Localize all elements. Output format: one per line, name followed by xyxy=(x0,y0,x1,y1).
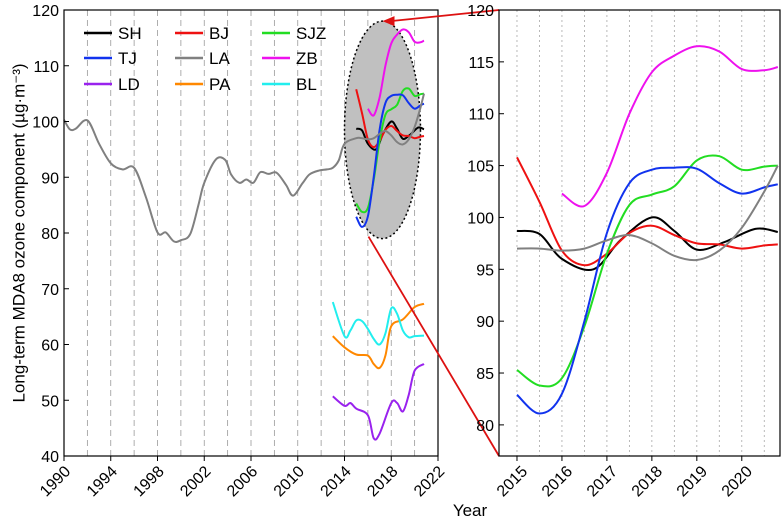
series-line-sjz xyxy=(355,87,425,214)
right-y-tick-label: 85 xyxy=(476,366,494,383)
legend-label-bl: BL xyxy=(296,75,317,94)
right-y-tick-label: 90 xyxy=(476,314,494,331)
x-axis-label: Year xyxy=(453,501,488,520)
left-x-tick-label: 2006 xyxy=(224,463,261,500)
right-x-tick-label: 2016 xyxy=(539,463,576,500)
left-y-tick-label: 100 xyxy=(32,115,59,132)
right-x-ticks: 2015 2016 2017 2018 2019 2020 xyxy=(494,456,756,500)
series-line-zb xyxy=(367,28,425,117)
legend-label-pa: PA xyxy=(209,75,231,94)
left-y-tick-label: 40 xyxy=(41,449,59,466)
series-line-pa xyxy=(332,302,425,370)
zoom-series-line-zb xyxy=(561,45,779,208)
left-x-tick-label: 2010 xyxy=(271,463,308,500)
y-axis-label: Long-term MDA8 ozone component (µg·m⁻³) xyxy=(9,63,28,402)
left-x-tick-label: 1998 xyxy=(130,463,167,500)
left-y-tick-label: 80 xyxy=(41,226,59,243)
right-series-lines xyxy=(516,45,779,415)
right-x-tick-label: 2015 xyxy=(494,463,531,500)
left-panel: 40 50 60 70 80 90 100 110 120 1990 1994 1998 2002 20… xyxy=(9,3,448,500)
zoom-series-line-sjz xyxy=(516,154,778,388)
series-line-bl xyxy=(331,301,425,346)
right-x-tick-label: 2019 xyxy=(674,463,711,500)
left-x-tick-label: 2018 xyxy=(364,463,401,500)
left-series-lines xyxy=(63,28,425,441)
zoom-connector-bottom xyxy=(367,236,500,457)
legend-label-la: LA xyxy=(209,49,230,68)
right-y-tick-label: 115 xyxy=(468,55,494,72)
left-x-tick-label: 2002 xyxy=(177,463,214,500)
right-y-tick-label: 100 xyxy=(467,210,494,227)
right-x-tick-label: 2018 xyxy=(629,463,666,500)
left-y-tick-label: 120 xyxy=(32,3,59,20)
left-x-tick-label: 1994 xyxy=(84,463,121,500)
right-y-tick-label: 110 xyxy=(468,107,494,124)
left-x-ticks: 1990 1994 1998 2002 2006 2010 2014 2018 2022 xyxy=(37,456,448,500)
left-x-tick-label: 2014 xyxy=(317,463,354,500)
series-line-tj xyxy=(355,93,425,228)
legend-label-sh: SH xyxy=(118,24,142,43)
right-x-tick-label: 2020 xyxy=(719,463,756,500)
right-panel: 80 85 90 95 100 105 110 115 120 2015 2016 2017 2018… xyxy=(467,3,781,500)
legend-label-ld: LD xyxy=(118,75,140,94)
legend-label-sjz: SJZ xyxy=(296,24,326,43)
right-y-tick-label: 80 xyxy=(476,418,494,435)
left-x-tick-label: 2022 xyxy=(411,463,448,500)
left-y-tick-label: 110 xyxy=(33,59,59,76)
right-gridlines xyxy=(516,10,765,456)
left-y-tick-label: 90 xyxy=(41,170,59,187)
right-y-tick-label: 120 xyxy=(467,3,494,20)
series-line-la xyxy=(63,93,425,243)
left-x-tick-label: 1990 xyxy=(37,463,74,500)
right-y-tick-label: 95 xyxy=(476,262,494,279)
legend-label-bj: BJ xyxy=(209,24,229,43)
zoom-connector-top xyxy=(390,9,500,23)
zoom-connectors xyxy=(367,9,500,457)
zoom-series-line-bj xyxy=(516,156,778,267)
left-y-tick-label: 70 xyxy=(41,282,59,299)
series-line-ld xyxy=(332,363,425,441)
zoom-series-line-la xyxy=(516,165,779,262)
right-plot-frame xyxy=(498,9,781,457)
legend-label-tj: TJ xyxy=(118,49,137,68)
right-y-ticks: 80 85 90 95 100 105 110 115 120 xyxy=(467,3,504,435)
legend: SH BJ SJZ TJ LA ZB LD PA BL xyxy=(84,24,326,94)
zoom-connector-arrowhead xyxy=(382,16,395,27)
right-x-tick-label: 2017 xyxy=(584,463,621,500)
legend-label-zb: ZB xyxy=(296,49,318,68)
left-y-tick-label: 60 xyxy=(41,338,59,355)
left-y-tick-label: 50 xyxy=(41,393,59,410)
zoom-series-line-tj xyxy=(516,166,779,415)
right-y-tick-label: 105 xyxy=(467,159,494,176)
left-y-ticks: 40 50 60 70 80 90 100 110 120 xyxy=(32,3,69,466)
